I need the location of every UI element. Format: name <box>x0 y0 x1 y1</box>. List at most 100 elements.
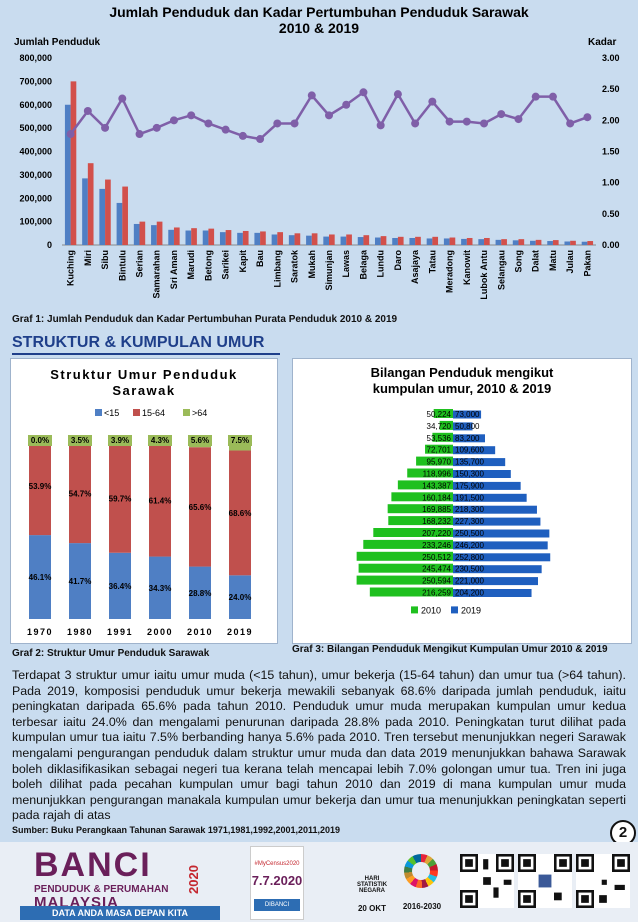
bar-2010 <box>461 238 467 245</box>
bar-2019 <box>501 239 507 245</box>
banci-tagline: DATA ANDA MASA DEPAN KITA <box>20 906 220 920</box>
bar-2010 <box>391 492 453 502</box>
bar-2019 <box>453 529 550 538</box>
legend-label: <15 <box>104 408 119 418</box>
bar-label-bg <box>188 435 212 446</box>
x-tick-label: Serian <box>135 250 145 278</box>
growth-rate-point <box>376 121 385 130</box>
bar-value-label: 24.0% <box>229 593 252 602</box>
bar-2010 <box>306 235 312 245</box>
y2-axis-label: Kadar <box>588 37 616 48</box>
bar-2010 <box>564 241 571 245</box>
growth-rate-point <box>152 123 161 132</box>
facebook-qr-icon[interactable] <box>518 854 572 908</box>
x-tick-label: Betong <box>203 250 213 281</box>
bar-2010 <box>547 241 553 245</box>
qr-code-icon[interactable] <box>576 854 630 908</box>
growth-rate-point <box>118 94 127 103</box>
bar-2019 <box>346 234 352 245</box>
bar-2010 <box>99 188 106 245</box>
bar-2010 <box>168 229 174 245</box>
bar-2019 <box>415 236 421 245</box>
bar-2019-label: 227,300 <box>455 517 484 526</box>
bar-label-bg <box>68 435 92 446</box>
bar-2019 <box>329 234 335 245</box>
bar-2010 <box>64 104 71 245</box>
bar-2010 <box>82 178 88 245</box>
bar-2010 <box>374 237 381 245</box>
legend-label: 2019 <box>461 605 481 615</box>
x-tick-label: Sri Aman <box>169 250 179 289</box>
x-tick-label: Bau <box>255 250 265 267</box>
x-tick-label: Song <box>513 250 523 273</box>
stacked-bar-segment <box>229 450 251 576</box>
bar-2019 <box>453 422 473 431</box>
bar-2010 <box>185 230 192 245</box>
y-tick-label: 500,000 <box>19 123 52 133</box>
bar-2019 <box>453 517 541 526</box>
bar-2010 <box>530 240 536 245</box>
bar-2010 <box>407 468 453 478</box>
bar-2019 <box>453 541 548 550</box>
legend-swatch <box>451 606 458 614</box>
x-tick-label: Simunjan <box>324 250 334 291</box>
y-tick-label: 0 <box>47 240 52 250</box>
bar-2010 <box>373 528 453 537</box>
bar-value-label: 68.6% <box>229 509 252 518</box>
bar-value-label: 46.1% <box>29 573 52 582</box>
bar-2019-label: 252,800 <box>455 553 484 562</box>
bar-2010 <box>358 563 453 573</box>
bar-2019 <box>453 434 485 443</box>
growth-rate-point <box>359 88 368 97</box>
growth-rate-point <box>566 119 575 128</box>
bar-2010-label: 233,246 <box>422 541 451 550</box>
growth-rate-point <box>445 117 454 126</box>
bar-2019 <box>552 240 559 245</box>
bar-value-label: 3.9% <box>111 436 129 445</box>
x-tick-label: Pakan <box>582 250 592 277</box>
bar-2010 <box>581 241 588 245</box>
census-date: 7.7.2020 <box>251 873 303 888</box>
bar-2019 <box>453 577 538 586</box>
qr-code-icon[interactable] <box>460 854 514 908</box>
census-hashtag: #MyCensus2020 <box>254 861 300 867</box>
bar-2019 <box>191 228 197 245</box>
y2-tick-label: 2.00 <box>602 115 620 125</box>
bar-2019-label: 191,500 <box>455 493 484 502</box>
bar-label-bg <box>148 435 172 446</box>
legend-label: 2010 <box>421 605 441 615</box>
bar-2019 <box>70 81 77 245</box>
x-tick-label: Lundu <box>376 250 386 278</box>
bar-2019-label: 73,000 <box>455 410 480 419</box>
growth-rate-point <box>514 115 523 124</box>
bar-2019-label: 50,800 <box>455 422 480 431</box>
bar-2010 <box>397 480 453 490</box>
bar-2010 <box>426 238 433 245</box>
banci-logo-year: 2020 <box>186 865 201 895</box>
growth-rate-point <box>273 119 282 128</box>
bar-label-bg <box>28 435 52 446</box>
x-tick-label: Sibu <box>100 250 110 270</box>
x-tick-label: Belaga <box>358 249 368 280</box>
growth-rate-point <box>290 119 299 128</box>
bar-label-bg <box>228 435 252 446</box>
growth-rate-point <box>462 117 471 126</box>
chart-title: Bilangan Penduduk mengikut <box>371 365 554 380</box>
stacked-bar-segment <box>109 552 131 619</box>
x-tick-label: Marudi <box>186 250 196 280</box>
bar-2010 <box>443 238 450 245</box>
bar-2010-label: 53,536 <box>427 434 452 443</box>
bar-2019 <box>363 235 370 245</box>
bar-2019 <box>260 231 266 245</box>
growth-rate-point <box>187 111 196 120</box>
bar-2010 <box>433 409 453 418</box>
bar-2019-label: 250,500 <box>455 529 484 538</box>
pyramid-panel: Bilangan Penduduk mengikut kumpulan umur,… <box>292 358 632 644</box>
growth-rate-point <box>83 106 92 115</box>
bar-2019 <box>139 221 146 245</box>
x-tick-label: Daro <box>393 250 403 271</box>
bar-2010 <box>340 236 347 245</box>
bar-2010-label: 250,594 <box>422 577 451 586</box>
bar-2019 <box>122 186 128 245</box>
x-tick-label: Kuching <box>66 250 76 286</box>
